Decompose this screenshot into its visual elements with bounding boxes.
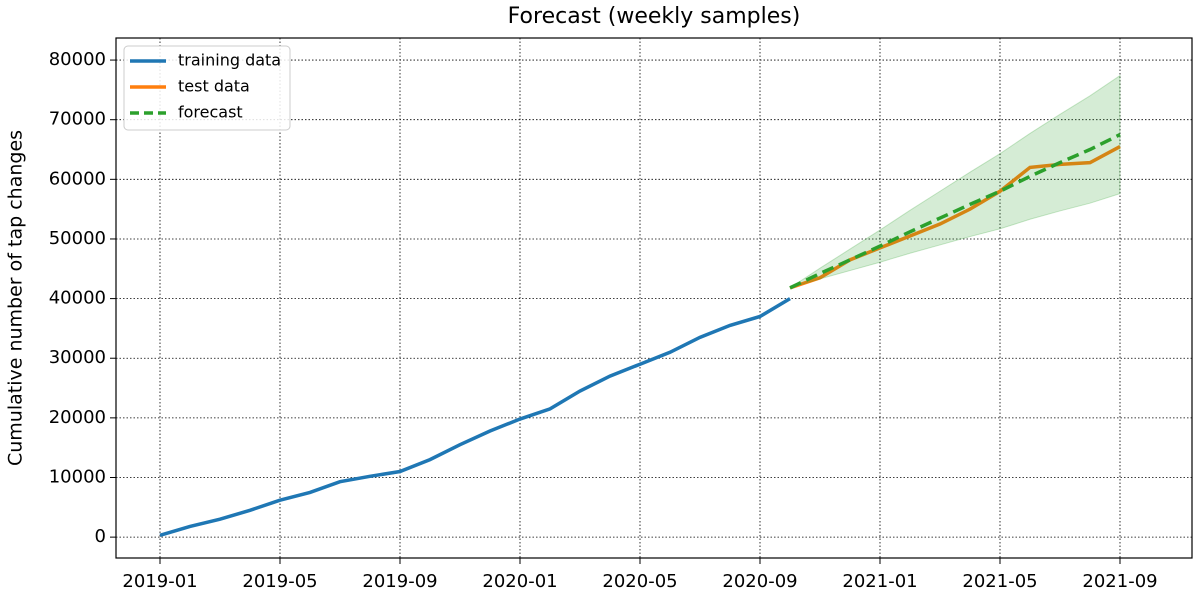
x-tick-label: 2019-09 bbox=[362, 571, 437, 592]
x-tick-label: 2019-01 bbox=[122, 571, 197, 592]
x-tick-label: 2020-09 bbox=[722, 571, 797, 592]
x-tick-label: 2021-09 bbox=[1082, 571, 1157, 592]
x-tick-label: 2021-05 bbox=[962, 571, 1037, 592]
y-tick-label: 0 bbox=[95, 526, 106, 547]
confidence-band bbox=[789, 74, 1121, 289]
y-tick-label: 50000 bbox=[49, 228, 106, 249]
chart-title: Forecast (weekly samples) bbox=[508, 4, 801, 29]
y-tick-label: 20000 bbox=[49, 407, 106, 428]
axes-frame bbox=[115, 37, 1193, 559]
legend-label: test data bbox=[178, 77, 250, 96]
legend-label: forecast bbox=[178, 103, 243, 122]
plot-area bbox=[116, 38, 1192, 558]
y-tick-label: 70000 bbox=[49, 109, 106, 130]
y-tick-label: 10000 bbox=[49, 466, 106, 487]
series-line bbox=[789, 133, 1121, 290]
series-line bbox=[159, 297, 791, 538]
x-tick-label: 2020-01 bbox=[482, 571, 557, 592]
y-tick-label: 40000 bbox=[49, 288, 106, 309]
legend-box bbox=[123, 45, 291, 131]
x-tick-label: 2020-05 bbox=[602, 571, 677, 592]
x-tick-label: 2021-01 bbox=[842, 571, 917, 592]
y-tick-label: 60000 bbox=[49, 168, 106, 189]
legend-label: training data bbox=[178, 51, 281, 70]
y-axis-label: Cumulative number of tap changes bbox=[5, 130, 27, 466]
y-tick-label: 80000 bbox=[49, 49, 106, 70]
x-tick-label: 2019-05 bbox=[242, 571, 317, 592]
y-tick-label: 30000 bbox=[49, 347, 106, 368]
